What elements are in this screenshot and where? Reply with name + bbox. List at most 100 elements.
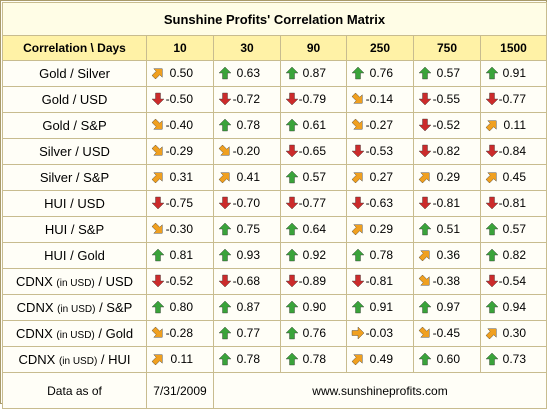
correlation-value: 0.90 — [302, 300, 326, 314]
row-label-main: Silver / S&P — [39, 170, 110, 185]
arrow-up-right-icon — [418, 170, 432, 184]
correlation-value: 0.78 — [236, 118, 260, 132]
correlation-cell: -0.65 — [280, 138, 347, 165]
arrow-down-icon — [285, 196, 299, 210]
row-label-unit: (in USD) — [58, 356, 98, 367]
arrow-up-icon — [218, 300, 232, 314]
correlation-cell: 0.29 — [346, 216, 414, 243]
correlation-cell: -0.72 — [213, 86, 281, 113]
website-link[interactable]: www.sunshineprofits.com — [213, 372, 547, 409]
table-row: Silver / USD -0.29 -0.20 -0.65 -0.53 -0.82 -0.… — [2, 138, 547, 165]
correlation-value: -0.65 — [298, 144, 326, 158]
table-title: Sunshine Profits' Correlation Matrix — [2, 2, 547, 36]
header-period: 750 — [413, 35, 481, 61]
row-label-unit: (in USD) — [57, 304, 96, 315]
correlation-value: 0.78 — [236, 352, 260, 366]
arrow-up-icon — [418, 352, 432, 366]
arrow-down-icon — [485, 196, 499, 210]
row-label-main: CDNX — [18, 352, 59, 367]
correlation-value: 0.82 — [502, 248, 526, 262]
row-label: Silver / S&P — [2, 164, 147, 191]
correlation-value: -0.89 — [298, 274, 326, 288]
header-period: 90 — [280, 35, 347, 61]
row-label-main: CDNX — [15, 326, 57, 341]
correlation-cell: 0.97 — [413, 294, 481, 321]
arrow-down-right-icon — [151, 144, 165, 158]
arrow-down-icon — [151, 274, 165, 288]
correlation-cell: -0.81 — [480, 190, 547, 217]
correlation-cell: 0.36 — [413, 242, 481, 269]
arrow-down-icon — [151, 196, 165, 210]
row-label-main: Silver / USD — [39, 144, 110, 159]
arrow-up-right-icon — [485, 170, 499, 184]
row-label: HUI / S&P — [2, 216, 147, 243]
row-label: HUI / USD — [2, 190, 147, 217]
correlation-value: -0.40 — [165, 118, 193, 132]
row-label: Gold / USD — [2, 86, 147, 113]
correlation-value: 0.77 — [236, 326, 260, 340]
correlation-value: 0.97 — [436, 300, 460, 314]
correlation-cell: -0.30 — [146, 216, 214, 243]
correlation-value: 0.57 — [436, 66, 460, 80]
correlation-cell: 0.50 — [146, 60, 214, 87]
arrow-up-icon — [351, 300, 365, 314]
correlation-value: 0.78 — [369, 248, 393, 262]
arrow-down-icon — [418, 144, 432, 158]
correlation-cell: -0.27 — [346, 112, 414, 139]
correlation-value: 0.76 — [369, 66, 393, 80]
header-period: 30 — [213, 35, 281, 61]
correlation-cell: -0.40 — [146, 112, 214, 139]
correlation-cell: 0.73 — [480, 346, 547, 373]
correlation-cell: -0.82 — [413, 138, 481, 165]
arrow-down-icon — [285, 144, 299, 158]
table-row: HUI / USD -0.75 -0.70 -0.77 -0.63 -0.81 -0.81 — [2, 190, 547, 217]
correlation-value: -0.77 — [498, 92, 526, 106]
row-label-main: Gold / Silver — [39, 66, 110, 81]
correlation-value: 0.63 — [236, 66, 260, 80]
row-label: HUI / Gold — [2, 242, 147, 269]
arrow-down-icon — [285, 92, 299, 106]
correlation-value: -0.52 — [432, 118, 460, 132]
correlation-value: -0.75 — [165, 196, 193, 210]
header-period: 250 — [346, 35, 414, 61]
correlation-cell: 0.75 — [213, 216, 281, 243]
table-row: HUI / Gold 0.81 0.93 0.92 0.78 0.36 0.82 — [2, 242, 547, 269]
arrow-down-right-icon — [151, 222, 165, 236]
correlation-cell: -0.63 — [346, 190, 414, 217]
correlation-value: -0.20 — [232, 144, 260, 158]
correlation-value: -0.63 — [365, 196, 393, 210]
correlation-value: -0.77 — [298, 196, 326, 210]
correlation-value: 0.76 — [302, 326, 326, 340]
row-label-main: HUI / Gold — [44, 248, 105, 263]
row-label-suffix: / S&P — [95, 300, 133, 315]
correlation-value: 0.60 — [436, 352, 460, 366]
header-label: Correlation \ Days — [2, 35, 147, 61]
correlation-cell: 0.90 — [280, 294, 347, 321]
footer-row: Data as of 7/31/2009 www.sunshineprofits.c… — [2, 372, 547, 409]
correlation-cell: 0.78 — [213, 112, 281, 139]
arrow-up-right-icon — [151, 352, 165, 366]
correlation-value: 0.87 — [236, 300, 260, 314]
correlation-value: 0.29 — [436, 170, 460, 184]
arrow-down-icon — [218, 274, 232, 288]
arrow-up-icon — [285, 118, 299, 132]
row-label-main: Gold / S&P — [42, 118, 107, 133]
correlation-value: 0.27 — [369, 170, 393, 184]
table-row: CDNX (in USD) / Gold -0.28 0.77 0.76 -0.03 -0… — [2, 320, 547, 347]
arrow-down-icon — [418, 118, 432, 132]
correlation-cell: 0.91 — [480, 60, 547, 87]
correlation-cell: -0.81 — [346, 268, 414, 295]
row-label: CDNX (in USD) / Gold — [2, 320, 147, 347]
correlation-cell: 0.29 — [413, 164, 481, 191]
arrow-down-icon — [351, 274, 365, 288]
correlation-value: -0.50 — [165, 92, 193, 106]
row-label-main: HUI / USD — [44, 196, 105, 211]
correlation-value: 0.29 — [369, 222, 393, 236]
arrow-up-right-icon — [485, 326, 499, 340]
arrow-up-icon — [218, 222, 232, 236]
correlation-value: 0.51 — [436, 222, 460, 236]
arrow-up-icon — [351, 66, 365, 80]
arrow-up-icon — [218, 66, 232, 80]
arrow-up-icon — [285, 170, 299, 184]
arrow-down-icon — [351, 196, 365, 210]
